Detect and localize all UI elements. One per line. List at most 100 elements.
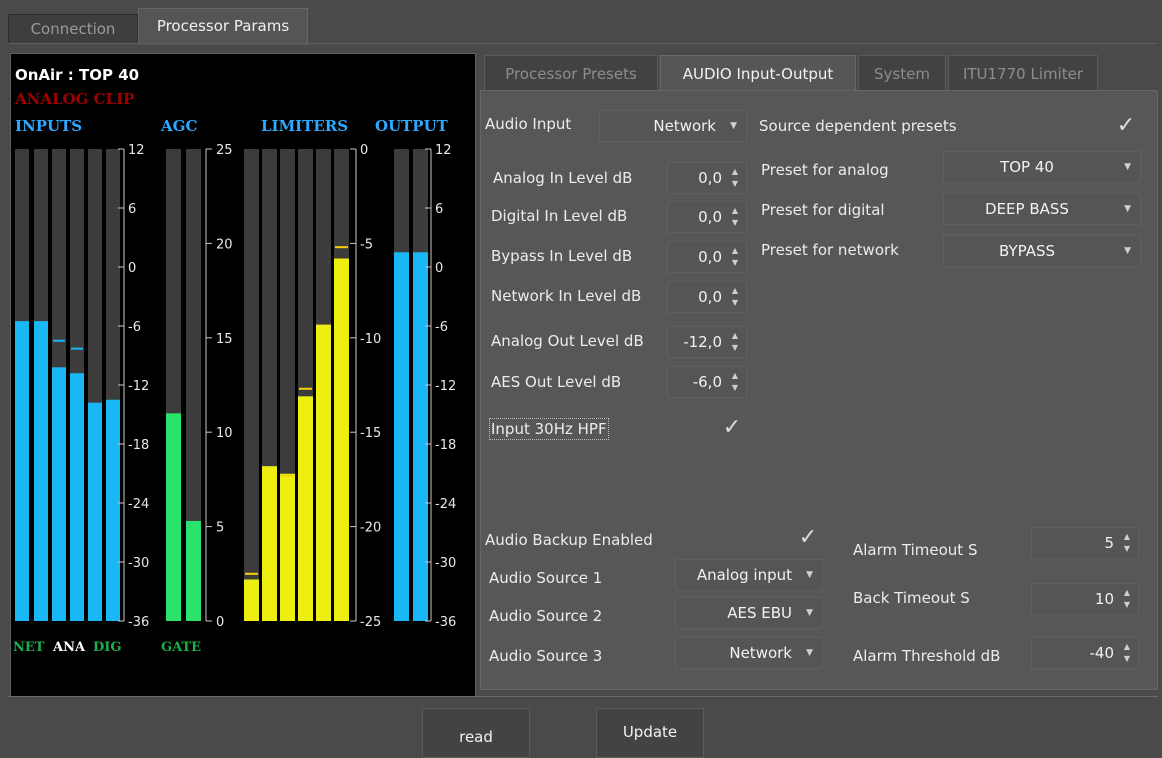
spin-up-icon[interactable]: ▲ (1123, 532, 1131, 541)
digital-in-level-spinbox[interactable]: 0,0 ▲ ▼ (667, 201, 747, 233)
update-button[interactable]: Update (596, 708, 704, 758)
spin-up-icon[interactable]: ▲ (1123, 588, 1131, 597)
analog-in-level-spinbox[interactable]: 0,0 ▲ ▼ (667, 162, 747, 194)
audio-backup-checkbox[interactable]: ✓ (798, 525, 818, 550)
limiter-bar-peak (335, 246, 348, 249)
back-timeout-spinbox[interactable]: 10 ▲ ▼ (1031, 583, 1139, 615)
inputs-scale-tick-label: -12 (128, 379, 149, 394)
agc-scale-tick-label: 25 (216, 143, 233, 158)
limiter-bar-fill (298, 396, 313, 621)
agc-bar-fill (186, 520, 201, 621)
output-scale-tick-label: -6 (435, 320, 448, 335)
spin-up-icon[interactable]: ▲ (731, 167, 739, 176)
spin-down-icon[interactable]: ▼ (1123, 654, 1131, 663)
spin-up-icon[interactable]: ▲ (731, 206, 739, 215)
tab-processor-presets[interactable]: Processor Presets (484, 55, 658, 91)
limiters-scale-tick-label: -15 (360, 426, 381, 441)
alarm-timeout-spinbox[interactable]: 5 ▲ ▼ (1031, 527, 1139, 559)
audio-source-2-label: Audio Source 2 (489, 607, 603, 625)
agc-scale-tick-label: 10 (216, 426, 233, 441)
aes-out-level-spinbox[interactable]: -6,0 ▲ ▼ (667, 366, 747, 398)
spin-down-icon[interactable]: ▼ (731, 179, 739, 188)
alarm-timeout-value: 5 (1104, 534, 1114, 552)
audio-source-2-select[interactable]: AES EBU ▼ (675, 597, 823, 629)
input-bar-fill (34, 321, 48, 621)
limiter-bar-fill (334, 258, 349, 621)
input-bar-fill (15, 321, 29, 621)
bypass-in-level-spinbox[interactable]: 0,0 ▲ ▼ (667, 241, 747, 273)
alarm-threshold-spinbox[interactable]: -40 ▲ ▼ (1031, 637, 1139, 669)
limiter-bar-fill (244, 579, 259, 621)
agc-bar-track (186, 149, 201, 621)
aes-out-level-label: AES Out Level dB (491, 373, 622, 391)
preset-network-select[interactable]: BYPASS ▼ (943, 235, 1141, 267)
input-bar-fill (52, 367, 66, 621)
net-indicator: NET (13, 640, 45, 655)
source-dependent-checkbox[interactable]: ✓ (1116, 113, 1136, 138)
spin-up-icon[interactable]: ▲ (731, 371, 739, 380)
agc-scale-tick-label: 0 (216, 615, 224, 630)
spin-down-icon[interactable]: ▼ (1123, 544, 1131, 553)
preset-analog-value: TOP 40 (1000, 158, 1054, 176)
output-scale-tick-label: 12 (435, 143, 452, 158)
spin-down-icon[interactable]: ▼ (1123, 600, 1131, 609)
preset-digital-select[interactable]: DEEP BASS ▼ (943, 193, 1141, 225)
limiter-bar-peak (299, 387, 312, 390)
preset-analog-select[interactable]: TOP 40 ▼ (943, 151, 1141, 183)
agc-scale-tick-label: 5 (216, 521, 224, 536)
tab-audio-input-output[interactable]: AUDIO Input-Output (660, 55, 856, 91)
inputs-scale-tick-label: 6 (128, 202, 136, 217)
output-bar-fill (413, 252, 428, 621)
spin-up-icon[interactable]: ▲ (731, 331, 739, 340)
inputs-scale-tick-label: 0 (128, 261, 136, 276)
spin-up-icon[interactable]: ▲ (731, 246, 739, 255)
audio-source-3-select[interactable]: Network ▼ (675, 637, 823, 669)
audio-source-2-value: AES EBU (727, 604, 792, 622)
hpf-label: Input 30Hz HPF (489, 418, 609, 440)
limiters-scale-tick-label: -20 (360, 521, 381, 536)
chevron-down-icon: ▼ (730, 121, 737, 131)
read-button[interactable]: read (422, 708, 530, 758)
audio-input-label: Audio Input (485, 115, 572, 133)
chevron-down-icon: ▼ (1124, 246, 1131, 256)
hpf-checkbox[interactable]: ✓ (722, 415, 742, 440)
audio-source-3-label: Audio Source 3 (489, 647, 603, 665)
tab-processor-params[interactable]: Processor Params (138, 8, 308, 45)
digital-in-level-value: 0,0 (698, 208, 722, 226)
agc-scale-tick-label: 15 (216, 332, 233, 347)
bypass-in-level-value: 0,0 (698, 248, 722, 266)
main-tabbar: Connection Processor Params (8, 8, 1158, 45)
output-scale-tick-label: 6 (435, 202, 443, 217)
spin-down-icon[interactable]: ▼ (731, 298, 739, 307)
tab-system[interactable]: System (858, 55, 946, 91)
analog-out-level-value: -12,0 (683, 333, 722, 351)
audio-io-panel: Audio Input Network ▼ Source dependent p… (480, 90, 1158, 690)
analog-clip-indicator: ANALOG CLIP (15, 90, 135, 108)
spin-down-icon[interactable]: ▼ (731, 343, 739, 352)
chevron-down-icon: ▼ (806, 648, 813, 658)
tab-itu1770-limiter[interactable]: ITU1770 Limiter (948, 55, 1098, 91)
preset-digital-value: DEEP BASS (985, 200, 1069, 218)
tab-connection[interactable]: Connection (8, 14, 138, 44)
limiter-bar-peak (281, 474, 294, 477)
chevron-down-icon: ▼ (806, 570, 813, 580)
limiter-bar-peak (245, 572, 258, 575)
analog-out-level-spinbox[interactable]: -12,0 ▲ ▼ (667, 326, 747, 358)
spin-down-icon[interactable]: ▼ (731, 383, 739, 392)
spin-down-icon[interactable]: ▼ (731, 218, 739, 227)
spin-down-icon[interactable]: ▼ (731, 258, 739, 267)
settings-tabbar: Processor Presets AUDIO Input-Output Sys… (484, 55, 1156, 91)
analog-out-level-label: Analog Out Level dB (491, 332, 644, 350)
limiters-header: LIMITERS (261, 117, 349, 135)
analog-in-level-value: 0,0 (698, 169, 722, 187)
output-bar-fill (394, 252, 409, 621)
digital-in-level-label: Digital In Level dB (491, 207, 628, 225)
back-timeout-label: Back Timeout S (853, 589, 970, 607)
output-scale-tick-label: 0 (435, 261, 443, 276)
inputs-scale-tick-label: 12 (128, 143, 145, 158)
audio-input-select[interactable]: Network ▼ (599, 110, 747, 142)
network-in-level-spinbox[interactable]: 0,0 ▲ ▼ (667, 281, 747, 313)
spin-up-icon[interactable]: ▲ (1123, 642, 1131, 651)
spin-up-icon[interactable]: ▲ (731, 286, 739, 295)
audio-source-1-select[interactable]: Analog input ▼ (675, 559, 823, 591)
